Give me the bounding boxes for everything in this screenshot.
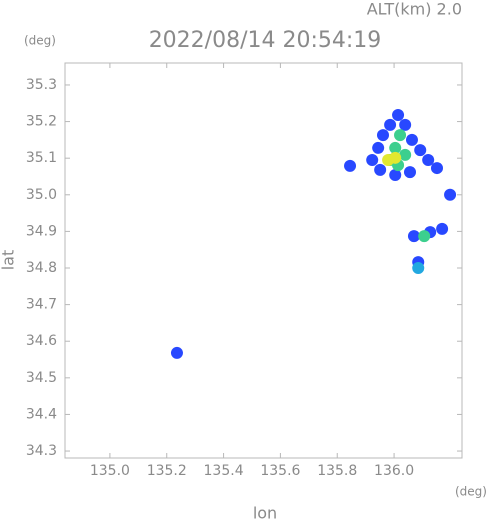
y-axis-label: lat	[0, 250, 18, 271]
echo-point	[444, 188, 457, 201]
echo-point	[403, 166, 416, 179]
x-axis-label: lon	[253, 504, 277, 521]
echo-point	[389, 141, 402, 154]
y-tick-label: 34.8	[26, 260, 57, 276]
y-tick-label: 34.7	[26, 297, 57, 313]
echo-point	[436, 222, 449, 235]
echo-point	[418, 230, 431, 243]
echo-point	[407, 230, 420, 243]
x-tick-label: 136.0	[374, 463, 414, 479]
y-tick-label: 34.5	[26, 370, 57, 386]
echo-point	[392, 108, 405, 121]
chart-title: 2022/08/14 20:54:19	[149, 28, 382, 53]
echo-point	[170, 346, 183, 359]
x-tick-label: 135.6	[260, 463, 300, 479]
echo-point	[412, 262, 425, 275]
x-unit: (deg)	[455, 485, 487, 499]
y-tick-label: 34.9	[26, 223, 57, 239]
echo-point	[389, 169, 402, 182]
y-tick-label: 34.4	[26, 406, 57, 422]
y-tick-label: 34.6	[26, 333, 57, 349]
altitude-label: ALT(km) 2.0	[367, 0, 462, 19]
echo-point	[399, 148, 412, 161]
echo-point	[422, 154, 435, 167]
echo-point	[344, 159, 357, 172]
x-tick-label: 135.0	[90, 463, 130, 479]
echo-point	[405, 133, 418, 146]
echo-point	[376, 129, 389, 142]
x-tick-label: 135.8	[317, 463, 357, 479]
x-tick-label: 135.2	[147, 463, 187, 479]
y-tick-label: 35.0	[26, 187, 57, 203]
echo-point	[384, 118, 397, 131]
echo-point	[374, 163, 387, 176]
echo-point	[430, 162, 443, 175]
x-tick-label: 135.4	[204, 463, 244, 479]
plot-frame	[64, 62, 463, 459]
y-unit: (deg)	[24, 34, 56, 48]
echo-point	[372, 141, 385, 154]
y-tick-label: 35.2	[26, 114, 57, 130]
echo-point	[399, 118, 412, 131]
echo-point	[394, 129, 407, 142]
y-tick-label: 34.3	[26, 443, 57, 459]
echo-point	[414, 144, 427, 157]
y-tick-label: 35.1	[26, 150, 57, 166]
echo-point	[389, 151, 402, 164]
y-tick-label: 35.3	[26, 77, 57, 93]
echo-point	[366, 154, 379, 167]
